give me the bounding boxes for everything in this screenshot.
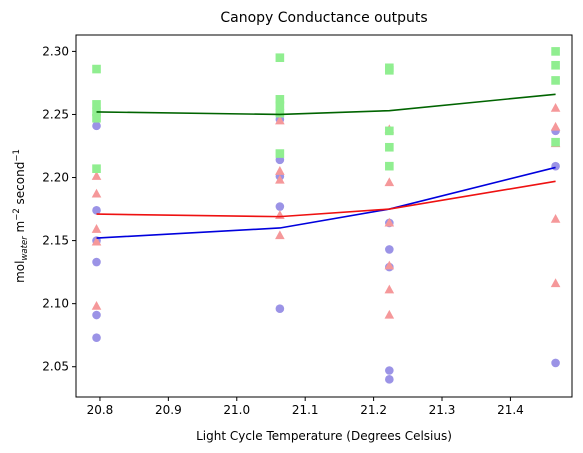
- y-tick-label: 2.30: [42, 44, 69, 58]
- y-axis-label-mid2: second: [13, 162, 27, 209]
- trend-line-circle: [96, 166, 556, 239]
- data-point-square: [275, 53, 285, 63]
- data-point-circle: [275, 304, 285, 314]
- data-point-square: [385, 142, 394, 152]
- y-tick-label: 2.10: [42, 297, 69, 311]
- data-point-triangle: [550, 213, 561, 223]
- data-point-square: [275, 149, 285, 158]
- data-point-triangle: [550, 278, 561, 288]
- y-tick-label: 2.25: [42, 107, 69, 121]
- y-axis-label: molwater m−2 second−1: [12, 149, 30, 283]
- y-axis-label-sup2: −1: [12, 149, 22, 162]
- plot-marks: [91, 47, 561, 384]
- data-point-circle: [92, 333, 101, 343]
- data-point-triangle: [384, 260, 395, 270]
- data-point-triangle: [91, 171, 102, 180]
- data-point-circle: [551, 358, 560, 368]
- data-point-triangle: [91, 300, 102, 310]
- y-tick-label: 2.15: [42, 234, 69, 248]
- x-tick-label: 21.3: [429, 403, 456, 417]
- x-tick-label: 21.1: [292, 403, 319, 417]
- data-point-triangle: [384, 309, 395, 319]
- data-point-triangle: [275, 174, 285, 184]
- data-point-triangle: [384, 177, 395, 187]
- trend-line-triangle: [96, 180, 556, 218]
- data-point-square: [92, 100, 101, 109]
- data-point-triangle: [550, 102, 561, 112]
- data-point-square: [551, 60, 560, 70]
- y-axis-label-sup1: −2: [12, 208, 22, 221]
- data-point-square: [275, 101, 285, 110]
- plot-frame: [75, 34, 573, 398]
- data-point-square: [551, 76, 560, 85]
- y-axis-label-base: mol: [13, 261, 27, 283]
- data-point-square: [92, 64, 101, 74]
- y-axis-label-sub: water: [20, 236, 30, 261]
- data-point-triangle: [275, 230, 285, 240]
- data-point-square: [275, 108, 285, 118]
- data-point-square: [551, 137, 560, 147]
- trend-line-square: [96, 93, 556, 116]
- x-axis-label: Light Cycle Temperature (Degrees Celsius…: [196, 429, 452, 443]
- data-point-circle: [92, 206, 101, 215]
- x-tick-label: 20.9: [155, 403, 182, 417]
- data-point-triangle: [275, 210, 285, 219]
- x-axis: 20.8 20.9 21.0 21.1 21.2 21.3 21.4: [87, 397, 524, 417]
- y-tick-label: 2.20: [42, 171, 69, 185]
- chart-title: Canopy Conductance outputs: [220, 10, 427, 26]
- data-point-triangle: [550, 121, 561, 131]
- y-axis: 2.05 2.10 2.15 2.20 2.25 2.30: [42, 44, 76, 374]
- data-point-circle: [385, 375, 394, 384]
- data-point-circle: [92, 310, 101, 320]
- x-tick-label: 21.0: [223, 403, 250, 417]
- data-point-triangle: [384, 284, 395, 294]
- data-point-square: [385, 66, 394, 75]
- data-point-triangle: [275, 166, 285, 175]
- x-tick-label: 20.8: [87, 403, 114, 417]
- y-tick-label: 2.05: [42, 360, 69, 374]
- trend-lines: [96, 93, 556, 239]
- data-point-circle: [551, 161, 560, 171]
- data-point-circle: [275, 202, 285, 211]
- data-point-circle: [92, 257, 101, 267]
- x-tick-label: 21.2: [360, 403, 387, 417]
- data-point-triangle: [91, 224, 102, 233]
- data-point-circle: [385, 366, 394, 375]
- data-point-circle: [385, 245, 394, 254]
- data-point-square: [92, 113, 101, 123]
- data-point-triangle: [91, 236, 102, 246]
- data-point-triangle: [275, 115, 285, 125]
- data-point-circle: [92, 121, 101, 131]
- data-point-square: [92, 164, 101, 174]
- data-point-square: [551, 47, 560, 56]
- data-point-square: [275, 95, 285, 104]
- data-point-triangle: [91, 188, 102, 198]
- data-point-square: [385, 126, 394, 136]
- x-tick-label: 21.4: [497, 403, 524, 417]
- data-point-square: [385, 161, 394, 171]
- data-point-triangle: [384, 217, 395, 227]
- y-axis-label-mid: m: [13, 221, 27, 237]
